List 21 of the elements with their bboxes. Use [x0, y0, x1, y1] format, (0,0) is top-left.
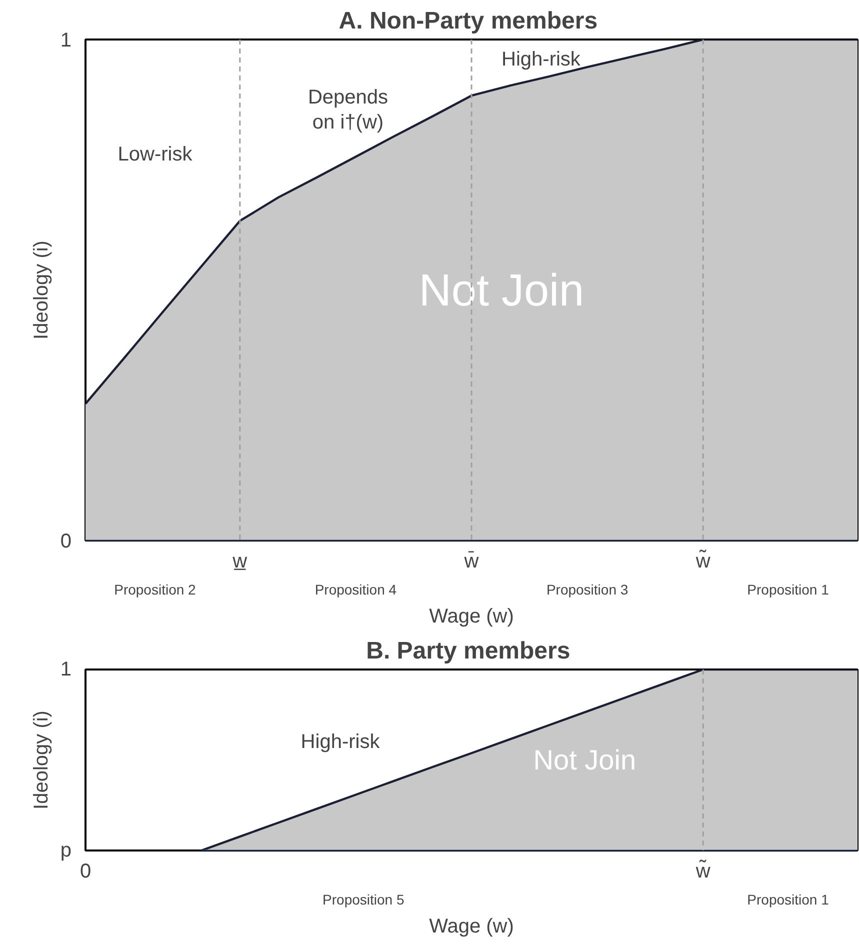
chart-title: A. Non-Party members	[338, 8, 598, 34]
y-axis-title: Ideology (i)	[30, 240, 52, 340]
x-axis-title: Wage (w)	[429, 606, 514, 628]
x-tick-label: w̲	[232, 550, 248, 572]
x-tick-label: w̃	[694, 549, 711, 572]
annotation: Low-risk	[118, 144, 194, 166]
text: Proposition 1	[747, 582, 830, 598]
chart-title: B. Party members	[366, 638, 570, 664]
text: Proposition 2	[114, 582, 196, 598]
x-tick-label: w̄	[463, 550, 480, 572]
annotation: High-risk	[502, 48, 582, 71]
text: Proposition 1	[747, 892, 830, 908]
x-axis-title: Wage (w)	[429, 916, 514, 938]
y-axis-title: Ideology (i)	[30, 710, 52, 810]
text: Proposition 4	[314, 582, 397, 598]
text: Proposition 3	[546, 582, 628, 598]
text: p	[60, 840, 72, 862]
annotation: Depends on i†(w)	[308, 86, 388, 134]
text: Proposition 5	[322, 892, 404, 908]
x-tick-label: w̃	[694, 859, 711, 882]
annotation: High-risk	[300, 730, 381, 753]
